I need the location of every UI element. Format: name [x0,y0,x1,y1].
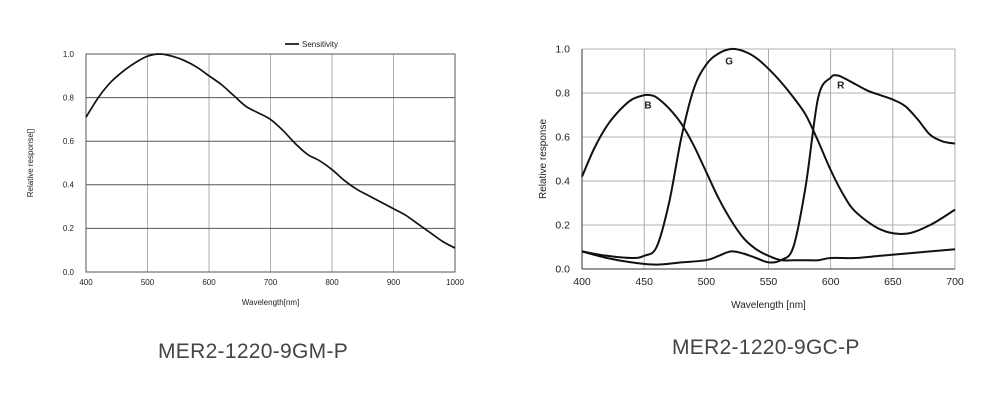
x-tick-label: 800 [325,278,339,287]
series-line-sensitivity [85,53,456,249]
y-tick-label: 0.8 [555,88,570,100]
y-axis-label: Relative response [538,119,549,199]
x-tick-label: 450 [635,276,653,288]
series-label-r: R [837,81,845,92]
y-tick-label: 0.6 [63,137,75,146]
x-tick-label: 1000 [446,278,464,287]
series-line-b [581,93,956,262]
y-axis-label: Relative response[] [26,129,35,197]
x-tick-label: 600 [822,276,840,288]
x-tick-label: 600 [202,278,216,287]
x-tick-label: 500 [141,278,155,287]
y-tick-label: 0.2 [63,224,75,233]
x-axis-label: Wavelength[nm] [242,298,300,307]
y-tick-label: 0.2 [555,220,570,232]
y-tick-label: 1.0 [555,44,570,56]
chart-color-sensitivity: 400 450 500 550 600 650 700 0.0 0.2 0.4 0.6 0.8 1.0 W… [538,44,964,311]
x-axis-label: Wavelength [nm] [731,300,806,311]
x-tick-label: 650 [884,276,902,288]
x-tick-label: 550 [760,276,778,288]
x-tick-label: 500 [698,276,716,288]
series-label-g: G [725,56,733,67]
y-tick-label: 1.0 [63,50,75,59]
legend-label: Sensitivity [302,40,338,49]
y-tick-label: 0.6 [555,132,570,144]
x-tick-label: 400 [79,278,93,287]
series-line-r [581,74,956,266]
y-tick-label: 0.4 [555,176,570,188]
y-tick-label: 0.0 [63,268,75,277]
series-label-b: B [644,100,651,111]
caption-color-model: MER2-1220-9GC-P [672,336,860,359]
y-tick-label: 0.4 [63,181,75,190]
plot-border [85,53,456,273]
y-tick-label: 0.0 [555,264,570,276]
y-tick-label: 0.8 [63,93,75,102]
caption-mono-model: MER2-1220-9GM-P [158,340,349,363]
x-tick-label: 900 [387,278,401,287]
x-tick-label: 400 [573,276,591,288]
chart-mono-sensitivity: 400 500 600 700 800 900 1000 0.0 0.2 0.4 0.6 0.8 1.0… [26,40,464,307]
x-tick-label: 700 [264,278,278,287]
series-line-g [581,47,956,260]
x-tick-label: 700 [946,276,964,288]
